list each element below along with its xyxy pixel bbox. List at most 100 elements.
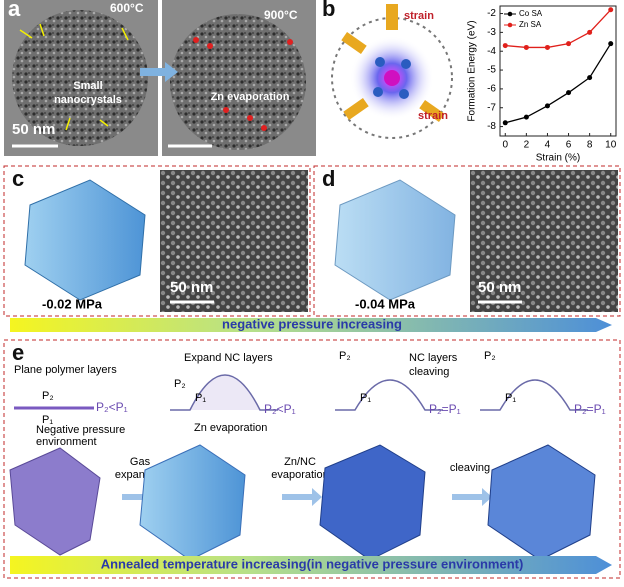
annotation: Zn evaporation (211, 91, 290, 103)
pressure-relation: P₂=P₁ (429, 402, 461, 416)
y-tick-label: -3 (487, 27, 496, 38)
panel-label: b (322, 0, 335, 21)
chart: -2 -3 -4 -5 -6 -7 -8 0 2 4 6 8 10 Strain (%) Formation… (467, 5, 617, 164)
legend-label: Zn SA (519, 20, 542, 29)
x-tick-label: 8 (587, 140, 593, 151)
point (608, 7, 614, 13)
legend-label: Co SA (519, 9, 543, 18)
point (502, 43, 508, 49)
legend-marker (507, 11, 513, 17)
point (523, 114, 529, 120)
arrow (140, 62, 178, 82)
x-axis-title: Strain (%) (536, 153, 580, 164)
panel-frame (3, 339, 621, 579)
strain-label: strain (404, 10, 434, 22)
markers (193, 37, 293, 131)
transition-label: cleaving (450, 462, 490, 474)
annotation: Small (73, 80, 102, 92)
pressure-top: P₂ (484, 350, 496, 362)
pressure-top: P₂ (339, 350, 351, 362)
y-tick-label: -8 (487, 121, 496, 132)
arrow-label: Annealed temperature increasing(in negat… (101, 556, 524, 571)
point (566, 90, 572, 96)
pressure-relation: P₂=P₁ (574, 402, 606, 416)
plot-frame (499, 5, 617, 137)
x-tick-label: 2 (524, 140, 530, 151)
transition-label: Zn/NC (284, 456, 316, 468)
arrow-label: negative pressure increasing (222, 316, 402, 331)
point (587, 29, 593, 35)
pressure-bottom: P₁ (195, 392, 206, 404)
n-atoms (373, 57, 411, 99)
model (334, 179, 456, 301)
x-tick-label: 6 (566, 140, 572, 151)
point (523, 44, 529, 50)
x-tick-label: 0 (502, 140, 508, 151)
point (544, 103, 550, 109)
annotation: nanocrystals (54, 94, 122, 106)
layer (170, 374, 278, 411)
panel-label: a (8, 0, 21, 21)
scale-bar-label: 50 nm (12, 121, 55, 138)
point (566, 41, 572, 47)
y-tick-label: -2 (487, 8, 496, 19)
transition-arrow (282, 488, 322, 506)
point (544, 44, 550, 50)
pressure-relation: P₂<P₁ (264, 402, 296, 416)
series-line (505, 9, 612, 49)
pressure-top: P₂ (42, 390, 54, 402)
polyhedron (487, 444, 596, 561)
temperature: 900°C (264, 8, 298, 22)
point (502, 120, 508, 126)
particle (170, 14, 306, 150)
stem-image (470, 170, 618, 312)
strain-label: strain (418, 110, 448, 122)
pressure-bottom: P₁ (360, 392, 371, 404)
stage-sub-note: environment (36, 436, 97, 448)
atom (384, 70, 400, 86)
point (587, 75, 593, 81)
y-tick-label: -6 (487, 84, 496, 95)
stage-note: Plane polymer layers (14, 364, 117, 376)
pressure-top: P₂ (174, 378, 186, 390)
stage-note: Expand NC layers (184, 352, 273, 364)
y-tick-label: -4 (487, 46, 496, 57)
stage-note: cleaving (409, 366, 449, 378)
stem-image (160, 170, 308, 312)
polyhedron (139, 444, 246, 561)
panel-label: c (12, 166, 24, 191)
stages: Plane polymer layers P₂ P₁ P₂<P₁ Negative pr… (14, 350, 606, 506)
transition-label: evaporation (271, 469, 329, 481)
gradient-arrow (10, 556, 612, 574)
pressure: -0.04 MPa (355, 296, 416, 311)
y-tick-label: -5 (487, 65, 496, 76)
scale-bar-label: 50 nm (170, 279, 213, 296)
strain-arrows (341, 4, 445, 122)
stage-sub-note: Zn evaporation (194, 422, 267, 434)
temperature: 600°C (110, 1, 144, 15)
series-line (505, 43, 612, 124)
layer (335, 379, 443, 411)
transition-arrow (452, 488, 492, 506)
gradient-arrow (10, 318, 612, 332)
x-tick-label: 10 (605, 140, 617, 151)
panel-label: e (12, 340, 24, 365)
y-axis-title: Formation Energy (eV) (467, 20, 478, 121)
panel-label: d (322, 166, 335, 191)
transition-label: Gas (130, 456, 151, 468)
point (608, 41, 614, 47)
x-tick-label: 4 (545, 140, 551, 151)
polyhedron (319, 444, 426, 561)
panel-frame (313, 165, 621, 317)
pressure: -0.02 MPa (42, 296, 103, 311)
pressure-bottom: P₁ (42, 414, 53, 426)
pressure-bottom: P₁ (505, 392, 516, 404)
stage-note: NC layers (409, 352, 458, 364)
model (24, 179, 146, 301)
y-tick-label: -7 (487, 102, 496, 113)
stage-sub-note: Negative pressure (36, 424, 125, 436)
legend-marker (507, 22, 513, 28)
particle (12, 10, 148, 146)
pressure-relation: P₂<P₁ (96, 400, 128, 414)
